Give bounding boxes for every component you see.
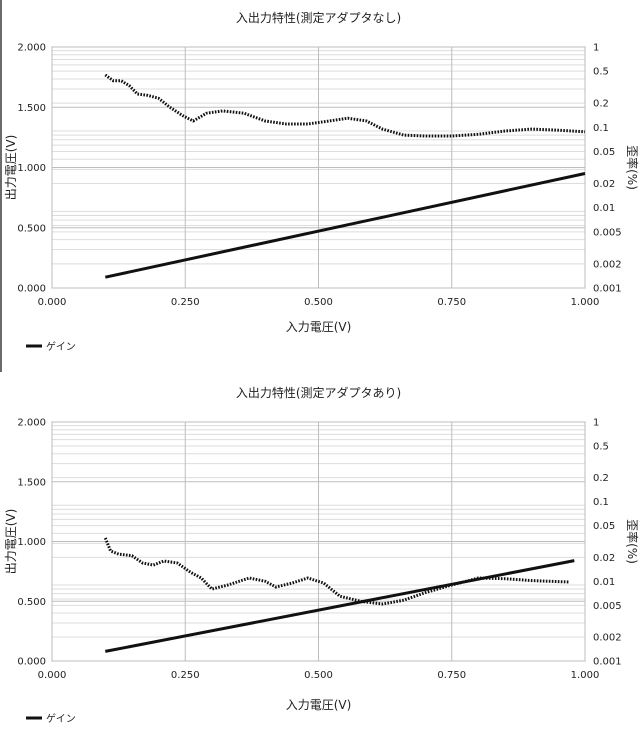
x-tick-label: 0.250 <box>171 670 200 681</box>
x-tick-label: 1.000 <box>571 297 600 308</box>
chart-title: 入出力特性(測定アダプタあり) <box>236 385 401 400</box>
left-edge-rule <box>0 0 2 372</box>
y2-tick-label: 0.02 <box>593 179 615 190</box>
major-gridlines <box>51 421 586 662</box>
y-tick-label: 1.000 <box>17 163 46 174</box>
x-tick-label: 0.750 <box>437 297 466 308</box>
distortion-series-line <box>104 73 586 138</box>
y2-tick-label: 0.002 <box>593 633 622 644</box>
x-tick-label: 0.500 <box>304 670 333 681</box>
y2-tick-label: 0.01 <box>593 577 615 588</box>
y-tick-label: 1.500 <box>17 103 46 114</box>
y-tick-label: 1.500 <box>17 477 46 488</box>
x-tick-label: 0.000 <box>38 297 67 308</box>
x-tick-label: 1.000 <box>571 670 600 681</box>
legend-label-gain: ゲイン <box>46 341 76 353</box>
x-tick-label: 0.000 <box>38 670 67 681</box>
legend: ゲイン <box>26 341 76 353</box>
legend-label-gain: ゲイン <box>46 713 76 725</box>
y2-tick-label: 0.1 <box>593 497 609 508</box>
y2-tick-label: 0.002 <box>593 259 622 270</box>
y-tick-label: 0.000 <box>17 657 46 668</box>
gain-series-line <box>105 559 575 653</box>
legend: ゲイン <box>26 713 76 725</box>
y-tick-label: 2.000 <box>17 43 46 54</box>
y-tick-label: 0.500 <box>17 223 46 234</box>
chart-title: 入出力特性(測定アダプタなし) <box>236 10 401 25</box>
y-tick-label: 2.000 <box>17 418 46 429</box>
y-tick-label: 0.500 <box>17 597 46 608</box>
y-axis-label: 出力電圧(V) <box>4 509 18 575</box>
y2-tick-label: 0.005 <box>593 601 622 612</box>
y2-tick-label: 0.05 <box>593 147 615 158</box>
y2-axis-label: 歪率(%) <box>625 519 640 564</box>
chart-without-adapter: 0.000 0.500 1.000 1.500 2.000 0.000 0.250 0.500… <box>4 10 640 353</box>
x-tick-label: 0.750 <box>437 670 466 681</box>
y2-tick-label: 0.2 <box>593 99 609 110</box>
y2-axis-label: 歪率(%) <box>625 145 640 190</box>
y2-tick-label: 0.1 <box>593 123 609 134</box>
x-tick-label: 0.250 <box>171 297 200 308</box>
chart-with-adapter: 0.000 0.500 1.000 1.500 2.000 0.000 0.250 0.500… <box>4 385 640 725</box>
y2-tick-label: 1 <box>593 43 599 54</box>
y-tick-label: 1.000 <box>17 537 46 548</box>
y2-tick-label: 0.5 <box>593 441 609 452</box>
y-axis-label: 出力電圧(V) <box>4 135 18 201</box>
distortion-series-line <box>103 537 570 606</box>
x-axis-label: 入力電圧(V) <box>286 698 352 712</box>
y2-tick-label: 1 <box>593 418 599 429</box>
y2-tick-label: 0.5 <box>593 67 609 78</box>
gain-series-line <box>104 172 586 279</box>
y-tick-label: 0.000 <box>17 284 46 295</box>
x-axis-label: 入力電圧(V) <box>286 320 352 334</box>
y2-tick-label: 0.02 <box>593 553 615 564</box>
y2-tick-label: 0.01 <box>593 203 615 214</box>
y2-tick-label: 0.2 <box>593 473 609 484</box>
x-tick-label: 0.500 <box>304 297 333 308</box>
y2-tick-label: 0.001 <box>593 657 622 668</box>
y2-tick-label: 0.005 <box>593 227 622 238</box>
major-gridlines <box>51 46 586 289</box>
y2-tick-label: 0.05 <box>593 521 615 532</box>
y2-tick-label: 0.001 <box>593 284 622 295</box>
